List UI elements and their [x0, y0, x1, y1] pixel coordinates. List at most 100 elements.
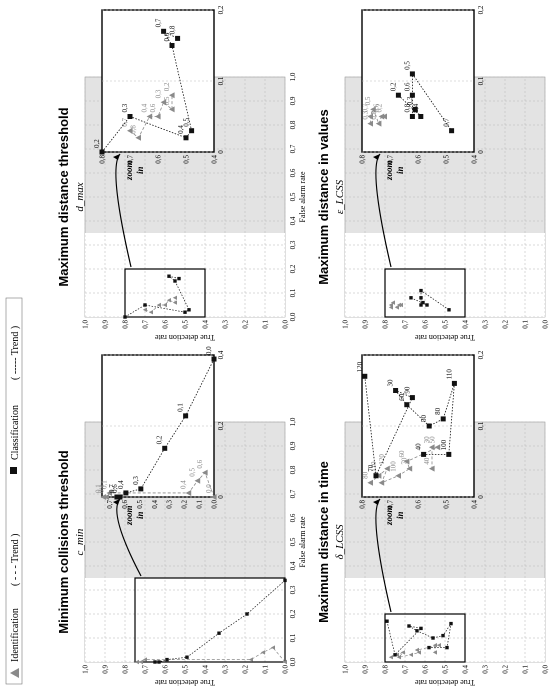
y-tick-label: 0,3	[482, 320, 490, 329]
trend-line	[386, 621, 452, 656]
inset-identification-point	[169, 92, 175, 99]
point-label: 0,1	[94, 484, 102, 493]
inset-y-tick-label: 0,6	[121, 500, 129, 509]
inset-classification-point	[99, 149, 105, 155]
zoom-region-box	[124, 268, 206, 318]
y-tick-label: 0,5	[182, 665, 190, 674]
identification-point	[282, 659, 287, 665]
classification-point	[177, 276, 181, 281]
inset-classification-point	[449, 128, 455, 134]
classification-point	[393, 653, 397, 657]
identification-point	[148, 310, 153, 315]
y-tick-label: 0,0	[542, 320, 550, 329]
point-label: 40	[415, 443, 423, 451]
point-label: 110	[370, 461, 378, 472]
classification-point	[143, 303, 147, 307]
inset-identification-point	[202, 469, 208, 476]
inset-y-tick-label: 0,8	[359, 155, 367, 164]
identification-point	[432, 643, 437, 648]
y-tick-label: 0,7	[142, 665, 150, 674]
inset-x-tick-label: 0,1	[477, 76, 485, 85]
classification-point	[185, 655, 189, 659]
inset-classification-point	[440, 416, 446, 422]
inset-y-tick-label: 0,5	[136, 500, 144, 509]
inset-identification-point	[185, 489, 192, 496]
y-tick-label: 0,5	[442, 320, 450, 329]
classification-point	[419, 288, 423, 293]
point-label: 120	[378, 454, 386, 465]
inset-identification-point	[375, 120, 382, 127]
parameter-label: ε_LCSS	[334, 179, 346, 214]
inset-y-tick-label: 0,7	[387, 500, 395, 509]
chart-title: Maximum distance threshold	[56, 107, 71, 286]
point-label: 0,8	[129, 125, 137, 134]
y-tick-label: 0,3	[482, 665, 490, 674]
identification-point	[394, 652, 399, 657]
inset-y-tick-label: 0,7	[387, 155, 395, 164]
x-axis-label: False alarm rate	[298, 171, 307, 223]
inset-x-tick-label: 0,1	[477, 421, 485, 430]
classification-legend-trend: ( ----- Trend )	[10, 326, 21, 380]
point-label: 0,8	[370, 110, 378, 119]
identification-point	[396, 655, 401, 660]
point-label: 0,2	[163, 82, 171, 91]
inset-identification-point	[367, 120, 373, 127]
classification-point	[415, 629, 419, 633]
identification-point	[390, 300, 395, 305]
y-axis-label: True detection rate	[414, 678, 475, 687]
zoom-label: zoom	[384, 160, 394, 181]
y-tick-label: 0,2	[242, 320, 250, 329]
x-tick-label: 0,9	[289, 96, 297, 105]
inset-identification-point	[100, 494, 107, 500]
inset-y-tick-label: 0,4	[211, 155, 219, 164]
inset-classification-point	[418, 114, 424, 119]
inset-x-tick-label: 0,2	[477, 350, 485, 359]
inset-classification-point	[189, 128, 195, 134]
y-tick-label: 0,0	[542, 665, 550, 674]
inset-classification-point	[404, 402, 410, 408]
classification-legend-marker	[10, 467, 17, 474]
panel-maximum-distance-values: Maximum distance in valuesε_LCSS0,00,00,…	[316, 5, 550, 342]
y-tick-label: 1,0	[82, 320, 90, 329]
identification-point	[134, 659, 139, 665]
classification-point	[425, 303, 429, 307]
point-label: 50	[429, 436, 437, 444]
x-tick-label: 0,6	[289, 168, 297, 177]
point-label: 110	[445, 369, 453, 380]
classification-point	[187, 308, 191, 312]
y-tick-label: 0,8	[382, 665, 390, 674]
inset-identification-point	[395, 472, 401, 479]
inset-identification-point	[429, 444, 435, 451]
inset-classification-point	[409, 395, 415, 401]
identification-point	[260, 650, 265, 655]
inset-identification-point	[370, 106, 376, 113]
inset-identification-point	[367, 479, 373, 486]
identification-legend-marker	[10, 668, 19, 678]
inset-x-tick-label: 0,2	[217, 421, 225, 430]
y-tick-label: 0,6	[162, 665, 170, 674]
identification-point	[172, 295, 177, 300]
y-tick-label: 0,1	[262, 665, 270, 674]
inset-y-tick-label: 0,4	[471, 155, 479, 164]
point-label: 0,5	[163, 96, 171, 105]
point-label: 90	[403, 386, 411, 394]
inset-x-tick-label: 0,2	[477, 5, 485, 14]
x-tick-label: 0,1	[289, 288, 297, 297]
x-tick-label: 0,4	[289, 216, 297, 225]
zoom-arrow-head	[113, 154, 120, 160]
inset-classification-point	[183, 135, 189, 141]
point-label: 0,5	[403, 61, 411, 70]
point-label: 0,3	[406, 96, 414, 105]
point-label: 80	[361, 471, 369, 479]
classification-point	[123, 315, 127, 319]
point-label: 0,4	[117, 480, 125, 489]
inset-classification-point	[393, 388, 399, 393]
inset-identification-point	[403, 458, 410, 465]
identification-point	[394, 305, 399, 310]
identification-point	[416, 650, 421, 655]
inset-y-tick-label: 0,7	[127, 155, 135, 164]
y-tick-label: 1,0	[82, 665, 90, 674]
point-label: 70	[367, 464, 375, 472]
inset-identification-point	[169, 106, 175, 113]
